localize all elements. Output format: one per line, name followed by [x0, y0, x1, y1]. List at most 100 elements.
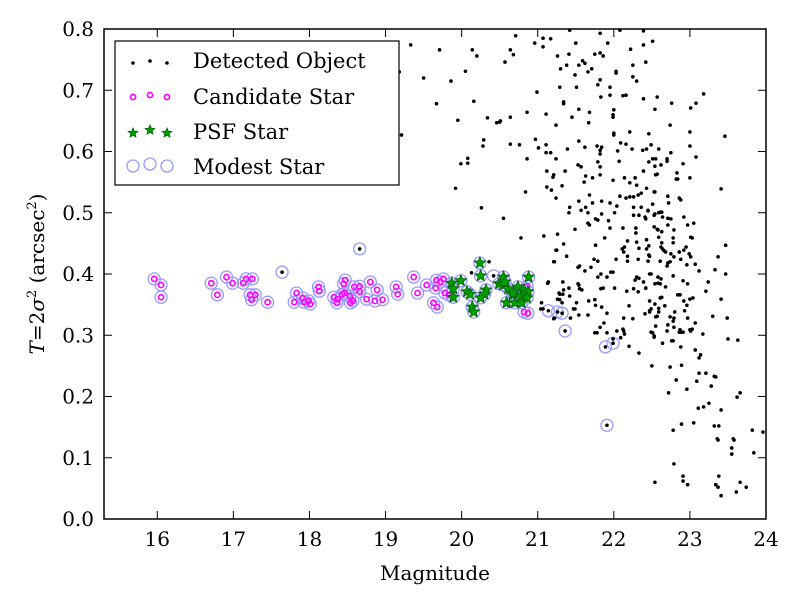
detected-object-point [596, 218, 600, 222]
candidate-star-point [432, 284, 440, 292]
detected-object-point [644, 147, 649, 151]
detected-object-point [738, 391, 742, 395]
detected-object-point [525, 157, 529, 161]
detected-object-point [611, 178, 615, 183]
detected-object-point [641, 280, 646, 284]
detected-object-point [535, 90, 539, 94]
candidate-star-point [439, 275, 447, 283]
detected-object-point [665, 159, 669, 164]
detected-object-point [280, 270, 284, 274]
detected-object-point [641, 29, 646, 33]
detected-object-point [644, 247, 649, 251]
detected-object-point [669, 217, 673, 221]
modest-star-marker [353, 242, 367, 256]
detected-object-point [621, 93, 625, 98]
detected-object-point [717, 474, 721, 478]
candidate-star-point [315, 283, 322, 291]
modest-star-marker [558, 324, 572, 338]
detected-object-point [596, 275, 600, 279]
detected-object-point [668, 123, 672, 127]
detected-object-point [519, 236, 523, 240]
candidate-star-point [414, 289, 421, 297]
candidate-star-point [394, 290, 402, 298]
detected-object-point [627, 195, 632, 199]
detected-object-point [681, 161, 685, 166]
detected-object-point [583, 205, 588, 210]
detected-object-point [602, 236, 607, 240]
detected-object-point [579, 165, 583, 169]
candidate-star-point [146, 91, 154, 99]
modest-star-marker [343, 296, 358, 310]
detected-object-point [615, 149, 620, 153]
detected-object-point [624, 142, 628, 146]
detected-object-point [723, 272, 728, 276]
detected-object-point [637, 276, 641, 281]
detected-object-point [481, 138, 486, 142]
detected-object-point [541, 44, 545, 49]
detected-object-point [622, 245, 627, 249]
detected-object-point [682, 299, 686, 303]
detected-object-point [612, 133, 616, 137]
detected-object-point [557, 291, 561, 295]
detected-object-point [694, 101, 698, 105]
detected-object-point [672, 462, 676, 466]
detected-object-point [653, 302, 657, 306]
detected-object-point [541, 36, 545, 40]
detected-object-point [641, 169, 646, 173]
detected-object-point [567, 52, 571, 56]
modest-star-marker [600, 418, 614, 432]
detected-object-point [631, 316, 635, 321]
detected-object-point [561, 101, 566, 106]
detected-object-point [611, 115, 615, 119]
detected-object-point [596, 160, 600, 164]
modest-star-marker [426, 296, 441, 310]
detected-object-point [590, 201, 595, 205]
detected-object-point [592, 257, 596, 262]
detected-object-point [738, 480, 742, 485]
modest-star-marker [436, 272, 451, 286]
psf-star-point [473, 255, 487, 269]
detected-object-point [666, 201, 671, 205]
detected-object-point [131, 61, 135, 65]
detected-object-point [671, 274, 675, 278]
candidate-star-point [347, 299, 354, 307]
detected-object-point [634, 183, 639, 187]
detected-object-point [630, 147, 634, 151]
detected-object-point [624, 289, 629, 293]
detected-object-point [723, 243, 728, 248]
detected-object-point [555, 232, 560, 236]
detected-object-point [605, 331, 609, 335]
detected-object-point [671, 319, 675, 323]
detected-object-point [627, 304, 631, 308]
y-tick-label: 0.5 [62, 201, 94, 225]
modest-star-marker [154, 290, 168, 304]
y-axis-label: T=2σ2 (arcsec2) [25, 193, 49, 354]
detected-object-point [672, 228, 676, 232]
detected-object-point [655, 227, 659, 232]
psf-star-series [445, 255, 536, 318]
detected-object-point [593, 303, 598, 308]
candidate-star-point [229, 279, 236, 287]
modest-star-marker [260, 295, 275, 309]
detected-object-point [662, 304, 667, 308]
detected-object-point [723, 134, 727, 138]
detected-object-point [671, 338, 675, 343]
detected-object-point [555, 297, 560, 301]
detected-object-point [713, 482, 718, 487]
detected-object-point [750, 428, 755, 432]
detected-object-point [682, 308, 687, 313]
detected-object-point [487, 259, 491, 264]
y-label-eq: =2 [25, 312, 49, 341]
psf-star-point [161, 126, 173, 138]
legend-box [114, 40, 400, 186]
y-label-unit-open: (arcsec [25, 210, 49, 290]
detected-object-point [605, 275, 609, 279]
detected-object-point [696, 406, 701, 410]
detected-object-point [469, 270, 474, 275]
psf-star-point [463, 287, 477, 300]
detected-object-point [681, 474, 685, 478]
detected-object-point [434, 101, 439, 106]
detected-object-point [647, 131, 651, 136]
legend-markers [126, 59, 174, 173]
detected-object-point [599, 305, 604, 309]
